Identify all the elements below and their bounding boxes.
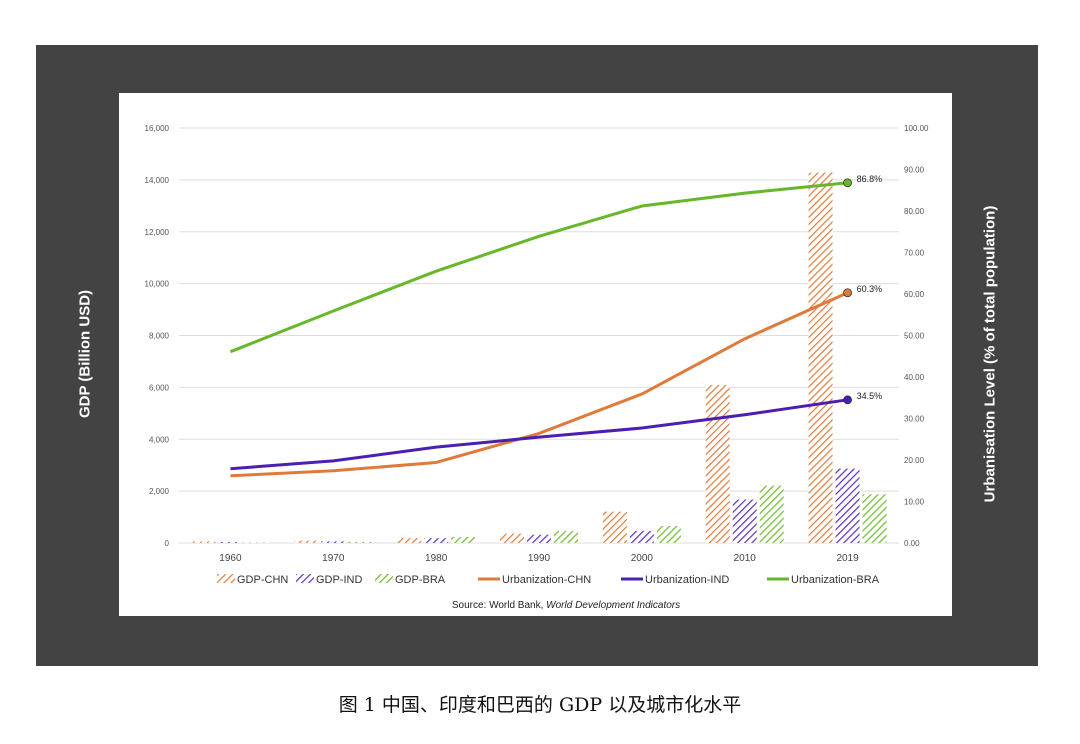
x-tick-label: 1990 [528,553,551,564]
x-tick-label: 1960 [219,553,242,564]
chart: 60.3% 34.5% 86.8% 0 2,000 4,000 6,000 8,000 10,… [145,124,929,611]
y2-tick-label: 100.00 [904,124,929,133]
bars [191,172,887,544]
legend-item: GDP-IND [296,574,363,586]
line-urbanization-ind [230,398,848,471]
bar-gdp-ind [321,541,346,543]
bar-gdp-chn [191,541,216,543]
line-end-label: 86.8% [857,174,883,184]
bar-gdp-bra [759,485,784,543]
bar-gdp-bra [862,494,887,543]
bar-gdp-chn [602,511,627,543]
x-tick-label: 2000 [631,553,654,564]
legend-item: Urbanization-CHN [478,574,591,586]
y-tick-label: 6,000 [149,383,170,392]
legend-label: Urbanization-CHN [502,574,591,586]
legend: GDP-CHN GDP-IND GDP-BRA Urbanization-CHN Urb… [217,574,880,586]
y-tick-label: 2,000 [149,487,170,496]
x-tick-label: 1970 [322,553,345,564]
bar-gdp-ind [835,468,860,543]
y-tick-label: 12,000 [145,228,170,237]
y-tick-label: 16,000 [145,124,170,133]
legend-label: GDP-BRA [395,574,446,586]
legend-item: Urbanization-BRA [767,574,880,586]
legend-label: GDP-CHN [237,574,288,586]
legend-swatch [217,574,235,583]
lines: 60.3% 34.5% 86.8% [229,174,883,478]
x-tick-label: 2019 [836,553,859,564]
bar-gdp-bra [554,531,578,543]
x-tick-label: 1980 [425,553,448,564]
y-tick-label: 10,000 [145,280,170,289]
bar-gdp-bra [451,536,476,543]
legend-swatch [296,574,314,583]
source-italic: World Development Indicators [546,600,680,611]
legend-label: Urbanization-BRA [791,574,880,586]
line-end-label: 34.5% [857,391,883,401]
bar-gdp-bra [348,541,373,543]
line-end-point [843,395,852,405]
x-tick-label: 2010 [734,553,757,564]
line-urbanization-bra [229,181,848,354]
bar-gdp-bra [656,526,681,543]
y-tick-label: 4,000 [149,435,170,444]
y2-tick-label: 90.00 [904,166,925,175]
y2-tick-label: 80.00 [904,207,925,216]
bar-gdp-chn [500,533,524,543]
legend-label: Urbanization-IND [645,574,729,586]
bar-gdp-ind [527,534,551,543]
legend-swatch [375,574,393,583]
y2-axis-title: Urbanisation Level (% of total populatio… [981,205,999,503]
y2-tick-label: 40.00 [904,373,925,382]
line-urbanization-chn [230,291,849,478]
chart-panel: 60.3% 34.5% 86.8% 0 2,000 4,000 6,000 8,000 10,… [119,93,952,616]
y-tick-label: 8,000 [149,332,170,341]
ticks: 0 2,000 4,000 6,000 8,000 10,000 12,000 14,000 1… [145,124,929,564]
bar-gdp-ind [424,538,449,543]
y2-tick-label: 20.00 [904,456,925,465]
y2-tick-label: 50.00 [904,332,925,341]
source-note: Source: World Bank, World Development In… [452,600,680,611]
bar-gdp-chn [294,540,319,543]
y2-tick-label: 0.00 [904,539,920,548]
legend-item: GDP-BRA [375,574,446,586]
legend-label: GDP-IND [316,574,363,586]
bar-gdp-chn [397,538,422,543]
bar-gdp-bra [245,542,270,544]
y2-tick-label: 10.00 [904,498,925,507]
bar-gdp-chn [705,385,730,543]
line-end-label: 60.3% [857,284,883,294]
bar-gdp-ind [732,499,757,543]
bar-gdp-chn [808,172,833,544]
y2-tick-label: 60.00 [904,290,925,299]
line-end-point [843,178,852,188]
bar-gdp-ind [218,542,243,543]
y2-tick-label: 70.00 [904,249,925,258]
figure-caption: 图 1 中国、印度和巴西的 GDP 以及城市化水平 [338,694,742,716]
y2-tick-label: 30.00 [904,415,925,424]
legend-item: GDP-CHN [217,574,288,586]
bar-gdp-ind [629,530,654,543]
grid-lines [179,127,899,544]
legend-item: Urbanization-IND [621,574,729,586]
y-tick-label: 0 [165,539,170,548]
y-axis-title: GDP (Billion USD) [76,289,94,419]
y-tick-label: 14,000 [145,176,170,185]
line-end-point [843,288,852,298]
source-prefix: Source: World Bank, [452,600,546,611]
